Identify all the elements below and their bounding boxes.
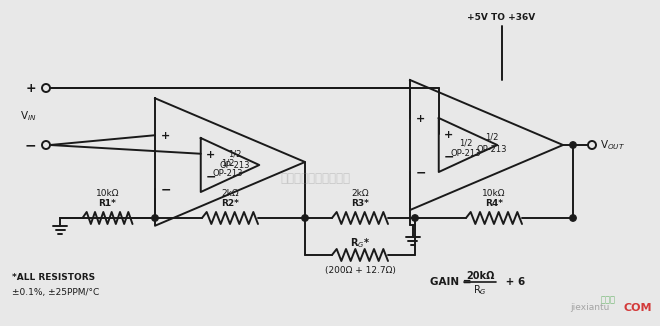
Text: V$_{OUT}$: V$_{OUT}$ — [600, 138, 625, 152]
Text: +: + — [416, 114, 425, 124]
Circle shape — [152, 215, 158, 221]
Text: R3*: R3* — [351, 200, 369, 209]
Circle shape — [302, 215, 308, 221]
Circle shape — [412, 215, 418, 221]
Circle shape — [588, 141, 596, 149]
Text: +: + — [25, 82, 36, 95]
Text: 10kΩ: 10kΩ — [96, 189, 119, 199]
Text: −: − — [161, 183, 172, 196]
Text: −: − — [416, 167, 426, 180]
Text: +5V TO +36V: +5V TO +36V — [467, 13, 536, 22]
Text: R1*: R1* — [98, 200, 116, 209]
Text: COM: COM — [623, 303, 651, 313]
Text: R4*: R4* — [485, 200, 503, 209]
Text: 20kΩ: 20kΩ — [466, 271, 494, 281]
Text: 1/2: 1/2 — [221, 158, 235, 168]
Text: +: + — [444, 130, 453, 140]
Circle shape — [42, 84, 50, 92]
Text: GAIN =: GAIN = — [430, 277, 475, 287]
Text: + 6: + 6 — [502, 277, 525, 287]
Text: 接线图: 接线图 — [601, 295, 616, 304]
Text: +: + — [161, 131, 170, 141]
Text: 杭州合睷科技有限公司: 杭州合睷科技有限公司 — [280, 171, 350, 185]
Text: ±0.1%, ±25PPM/°C: ±0.1%, ±25PPM/°C — [12, 289, 99, 298]
Text: 2kΩ: 2kΩ — [221, 189, 239, 199]
Text: −: − — [24, 138, 36, 152]
Text: 1/2: 1/2 — [228, 150, 242, 158]
Text: (200Ω + 12.7Ω): (200Ω + 12.7Ω) — [325, 266, 395, 275]
Text: OP-213: OP-213 — [477, 144, 507, 154]
Circle shape — [570, 142, 576, 148]
Text: R$_G$*: R$_G$* — [350, 236, 370, 250]
Text: R$_G$: R$_G$ — [473, 283, 487, 297]
Text: *ALL RESISTORS: *ALL RESISTORS — [12, 274, 95, 283]
Text: 10kΩ: 10kΩ — [482, 189, 506, 199]
Text: −: − — [206, 171, 216, 184]
Text: −: − — [444, 151, 454, 164]
Text: 1/2: 1/2 — [485, 132, 498, 141]
Circle shape — [570, 215, 576, 221]
Text: 1/2: 1/2 — [459, 139, 473, 147]
Text: jiexiantu: jiexiantu — [570, 304, 609, 313]
Text: +: + — [206, 150, 215, 160]
Text: V$_{IN}$: V$_{IN}$ — [20, 110, 36, 124]
Text: OP-213: OP-213 — [220, 161, 250, 170]
Text: R2*: R2* — [221, 200, 239, 209]
Text: OP-213: OP-213 — [213, 169, 244, 177]
Text: 2kΩ: 2kΩ — [351, 189, 369, 199]
Text: OP-213: OP-213 — [451, 149, 481, 157]
Circle shape — [42, 141, 50, 149]
